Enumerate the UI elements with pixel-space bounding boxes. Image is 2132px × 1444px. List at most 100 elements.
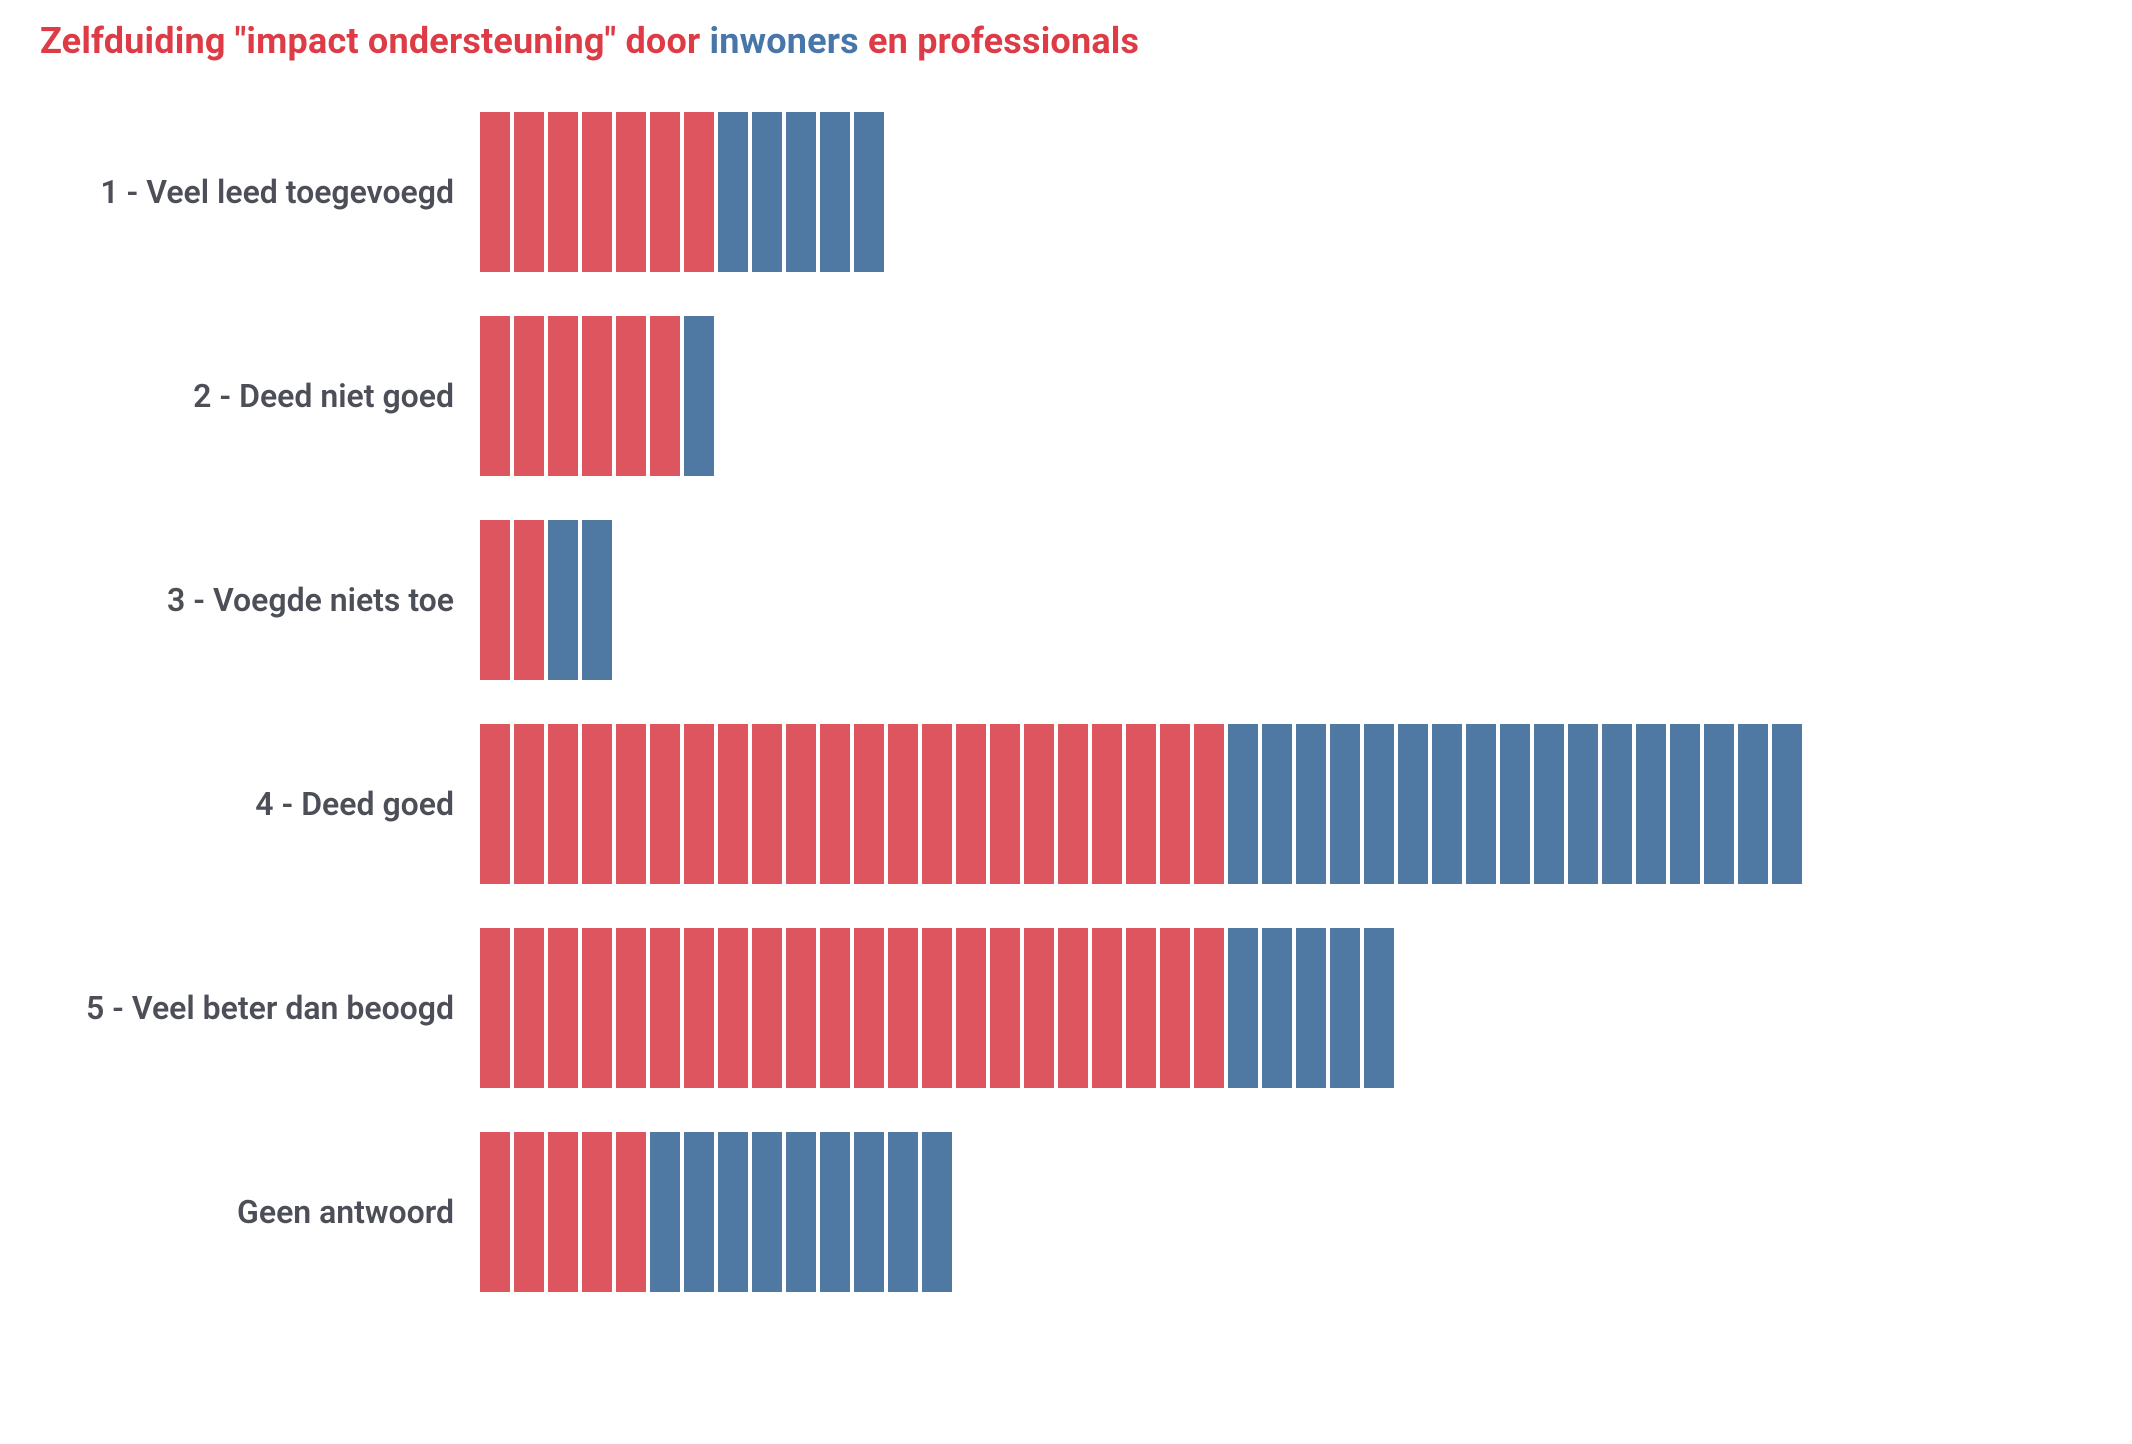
unit-cell-red: [480, 112, 510, 272]
unit-cell-blue: [1296, 724, 1326, 884]
unit-cell-blue: [922, 1132, 952, 1292]
chart-row: Geen antwoord: [40, 1132, 2092, 1292]
unit-cell-red: [514, 112, 544, 272]
unit-cell-blue: [1296, 928, 1326, 1088]
unit-cell-red: [1126, 724, 1156, 884]
unit-cell-blue: [582, 520, 612, 680]
unit-cell-red: [684, 724, 714, 884]
row-label: Geen antwoord: [40, 1193, 480, 1231]
unit-cell-red: [684, 928, 714, 1088]
unit-cell-red: [1194, 928, 1224, 1088]
row-label: 5 - Veel beter dan beoogd: [40, 989, 480, 1027]
unit-cell-blue: [1330, 724, 1360, 884]
unit-cell-blue: [1568, 724, 1598, 884]
unit-cell-blue: [820, 1132, 850, 1292]
unit-cell-red: [1160, 724, 1190, 884]
unit-cell-red: [820, 928, 850, 1088]
unit-cell-blue: [1228, 724, 1258, 884]
unit-cell-blue: [684, 1132, 714, 1292]
unit-cell-red: [1024, 724, 1054, 884]
unit-cell-red: [956, 928, 986, 1088]
unit-cell-red: [888, 928, 918, 1088]
unit-cell-blue: [1364, 928, 1394, 1088]
row-label: 4 - Deed goed: [40, 785, 480, 823]
unit-cell-red: [956, 724, 986, 884]
unit-cell-red: [582, 928, 612, 1088]
unit-cell-red: [1160, 928, 1190, 1088]
unit-cell-red: [616, 928, 646, 1088]
unit-cell-red: [718, 724, 748, 884]
unit-cell-red: [786, 928, 816, 1088]
unit-cell-blue: [1228, 928, 1258, 1088]
row-label: 1 - Veel leed toegevoegd: [40, 173, 480, 211]
unit-cell-red: [854, 928, 884, 1088]
unit-cell-red: [650, 928, 680, 1088]
unit-cell-red: [854, 724, 884, 884]
row-bar: [480, 112, 884, 272]
unit-cell-red: [718, 928, 748, 1088]
unit-cell-red: [1092, 724, 1122, 884]
unit-cell-red: [582, 316, 612, 476]
row-bar: [480, 724, 1802, 884]
unit-cell-red: [1126, 928, 1156, 1088]
row-bar: [480, 520, 612, 680]
unit-cell-red: [650, 724, 680, 884]
unit-cell-blue: [1262, 928, 1292, 1088]
unit-cell-red: [1058, 724, 1088, 884]
unit-cell-red: [548, 724, 578, 884]
chart-row: 1 - Veel leed toegevoegd: [40, 112, 2092, 272]
unit-cell-red: [616, 316, 646, 476]
unit-cell-red: [1024, 928, 1054, 1088]
unit-cell-red: [514, 520, 544, 680]
unit-cell-red: [1194, 724, 1224, 884]
unit-cell-red: [514, 1132, 544, 1292]
unit-cell-blue: [1602, 724, 1632, 884]
title-part-1: Zelfduiding "impact ondersteuning" door: [40, 20, 710, 62]
unit-cell-red: [480, 520, 510, 680]
unit-cell-blue: [1432, 724, 1462, 884]
chart-row: 4 - Deed goed: [40, 724, 2092, 884]
unit-cell-red: [480, 724, 510, 884]
unit-cell-red: [514, 316, 544, 476]
unit-cell-red: [514, 724, 544, 884]
unit-cell-blue: [1500, 724, 1530, 884]
row-bar: [480, 316, 714, 476]
unit-cell-blue: [1262, 724, 1292, 884]
chart-row: 5 - Veel beter dan beoogd: [40, 928, 2092, 1088]
row-label: 2 - Deed niet goed: [40, 377, 480, 415]
unit-cell-blue: [718, 1132, 748, 1292]
unit-cell-blue: [820, 112, 850, 272]
unit-cell-blue: [548, 520, 578, 680]
chart-container: Zelfduiding "impact ondersteuning" door …: [0, 0, 2132, 1444]
unit-cell-blue: [1534, 724, 1564, 884]
row-bar: [480, 1132, 952, 1292]
unit-cell-red: [480, 316, 510, 476]
unit-cell-red: [548, 1132, 578, 1292]
unit-cell-blue: [718, 112, 748, 272]
unit-cell-red: [582, 724, 612, 884]
unit-cell-blue: [1466, 724, 1496, 884]
unit-cell-blue: [650, 1132, 680, 1292]
unit-cell-blue: [752, 112, 782, 272]
unit-cell-red: [990, 928, 1020, 1088]
unit-cell-red: [650, 316, 680, 476]
chart-row: 2 - Deed niet goed: [40, 316, 2092, 476]
unit-cell-blue: [1330, 928, 1360, 1088]
row-label: 3 - Voegde niets toe: [40, 581, 480, 619]
unit-cell-red: [820, 724, 850, 884]
unit-cell-red: [684, 112, 714, 272]
unit-cell-red: [922, 928, 952, 1088]
unit-cell-blue: [1636, 724, 1666, 884]
unit-cell-red: [548, 316, 578, 476]
unit-cell-blue: [1738, 724, 1768, 884]
unit-cell-blue: [888, 1132, 918, 1292]
title-part-3: en professionals: [859, 20, 1139, 62]
chart-title: Zelfduiding "impact ondersteuning" door …: [40, 20, 2092, 62]
unit-cell-red: [548, 928, 578, 1088]
unit-cell-red: [616, 112, 646, 272]
row-bar: [480, 928, 1394, 1088]
unit-cell-red: [548, 112, 578, 272]
unit-cell-red: [752, 724, 782, 884]
title-part-2: inwoners: [710, 20, 859, 62]
unit-cell-blue: [1670, 724, 1700, 884]
